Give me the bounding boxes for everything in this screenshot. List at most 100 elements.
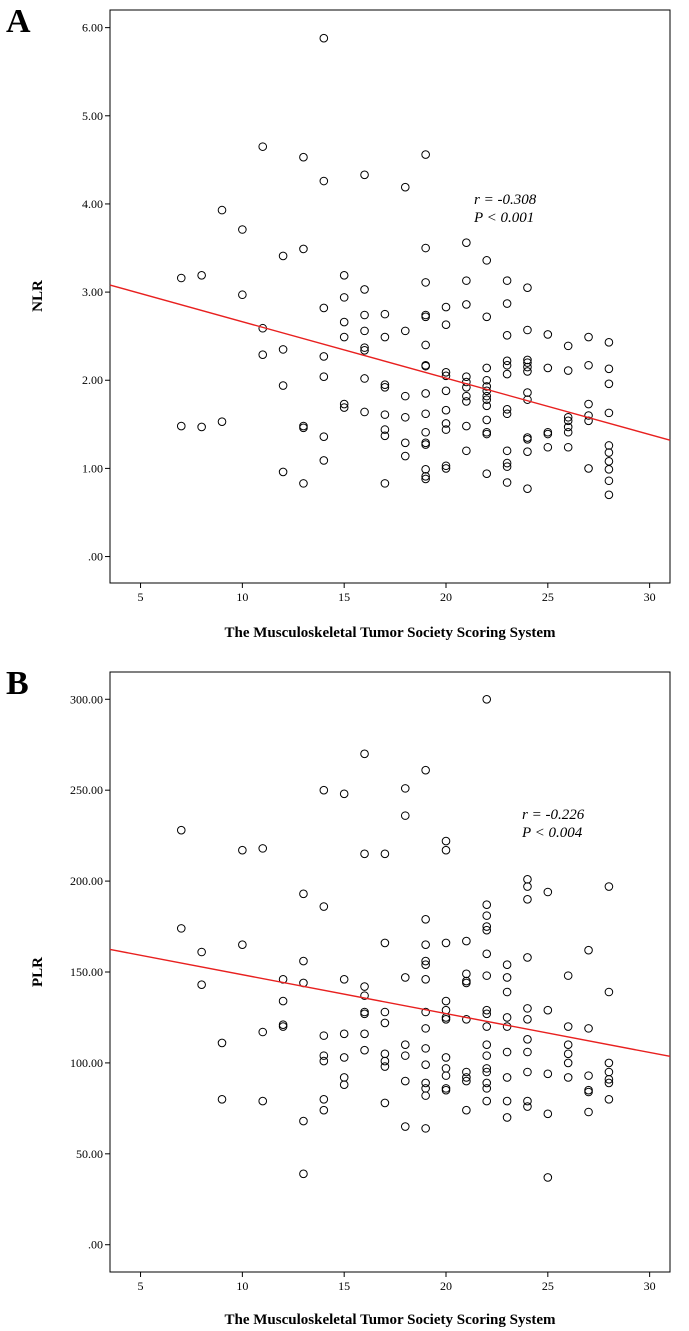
panel-a-data-point	[299, 421, 308, 431]
panel-a-data-point	[360, 326, 369, 336]
panel-a-data-point	[339, 399, 349, 409]
panel-b-data-point	[563, 1073, 573, 1082]
panel-a-data-point	[421, 472, 430, 481]
panel-a-data-point	[462, 391, 471, 401]
panel-a-data-point	[523, 367, 532, 376]
panel-b-data-point	[319, 1094, 329, 1104]
panel-a-data-point	[421, 389, 430, 398]
panel-a-data-point	[319, 352, 329, 361]
panel-a-data-point	[319, 303, 329, 313]
panel-a-data-point	[523, 433, 532, 442]
panel-b-data-point	[543, 1069, 553, 1079]
panel-a-data-point	[360, 345, 369, 355]
panel-a-data-point	[523, 484, 532, 493]
panel-b-data-point	[441, 845, 451, 855]
panel-b-data-point	[523, 1067, 532, 1077]
panel-b-r-annotation: r = -0.226	[522, 807, 585, 823]
panel-b-data-point	[563, 971, 573, 980]
panel-a-data-point	[380, 431, 390, 441]
panel-b-data-point	[380, 1007, 390, 1017]
panel-b-data-point	[421, 1091, 430, 1100]
panel-b-data-point	[563, 1049, 573, 1059]
panel-a-data-point	[482, 375, 492, 385]
panel-b-data-point	[319, 1105, 329, 1115]
panel-a-data-point	[400, 326, 410, 336]
panel-a-data-point	[604, 338, 614, 347]
panel-a-data-point	[400, 182, 410, 192]
panel-a-ticks: 5 10 15 20 25 30 .00 1.00 2.00 3.00 4.00 5.00 6.00	[82, 21, 656, 604]
panel-a-data-point	[421, 340, 430, 350]
panel-b-x-tick-label: 10	[236, 1279, 248, 1293]
panel-b-data-point	[421, 1124, 430, 1133]
panel-b-data-point	[502, 1047, 512, 1057]
panel-b-data-point	[319, 785, 329, 795]
panel-a-data-point	[421, 440, 430, 449]
panel-a-data-point	[258, 142, 268, 151]
panel-a-data-point	[543, 442, 553, 452]
panel-b-y-tick-label: 50.00	[76, 1147, 103, 1161]
panel-a-data-point	[441, 386, 451, 396]
panel-b-data-point	[380, 1062, 390, 1071]
panel-a-data-point	[563, 341, 573, 351]
panel-b-data-point	[482, 922, 492, 931]
panel-b-data-point	[523, 894, 532, 904]
panel-a-data-point	[604, 364, 614, 374]
panel-b-data-point	[400, 973, 410, 982]
panel-a-data-point	[604, 457, 614, 466]
panel-a-data-point	[584, 399, 593, 409]
panel-b-data-point	[441, 938, 451, 948]
panel-a-data-point	[441, 320, 451, 330]
panel-a-data-point	[319, 456, 329, 465]
panel-a-data-point	[482, 429, 492, 439]
panel-a-data-point	[523, 325, 532, 335]
panel-b-data-point	[238, 940, 247, 950]
panel-a-data-point	[543, 330, 553, 339]
panel-b-data-point	[441, 1084, 451, 1093]
panel-b-data-point	[319, 902, 329, 911]
panel-a-data-point	[380, 425, 390, 434]
panel-a-data-point	[543, 427, 553, 437]
panel-b-data-point	[319, 1031, 329, 1040]
panel-b-data-point	[482, 1067, 492, 1077]
panel-b-data-point	[523, 953, 532, 962]
panel-a-fit	[109, 284, 671, 441]
panel-a-data-point	[319, 372, 329, 382]
panel-a-data-point	[421, 361, 430, 371]
panel-b-data-point	[339, 1080, 349, 1090]
panel-a-data-point	[441, 405, 451, 415]
panel-a-data-point	[584, 411, 593, 420]
panel-a-fit-line	[109, 284, 671, 441]
panel-b-data-point	[380, 1056, 390, 1066]
panel-a-data-point	[502, 360, 512, 370]
panel-b-y-tick-label: .00	[88, 1238, 103, 1252]
panel-a-x-axis-title: The Musculoskeletal Tumor Society Scorin…	[225, 625, 556, 641]
panel-a-x-tick-label: 5	[138, 590, 144, 604]
panel-b-data-point	[421, 1044, 430, 1053]
panel-a-data-point	[563, 442, 573, 452]
panel-b-data-point	[421, 1024, 430, 1033]
panel-a-data-point	[482, 363, 492, 373]
panel-b-data-point	[462, 969, 471, 979]
panel-b-x-tick-label: 20	[440, 1279, 452, 1293]
panel-b-data-point	[360, 849, 369, 859]
panel-b-data-point	[441, 1014, 451, 1024]
panel-b-data-point	[278, 996, 288, 1006]
panel-b-data-point	[482, 1040, 492, 1050]
panel-a-points	[176, 33, 614, 500]
panel-a-data-point	[502, 276, 512, 285]
panel-a-data-point	[380, 380, 390, 389]
panel-b-data-point	[421, 914, 430, 924]
panel-b-data-point	[523, 874, 532, 884]
panel-a-data-point	[563, 427, 573, 437]
panel-a-data-point	[339, 293, 349, 302]
panel-a-data-point	[380, 332, 390, 342]
panel-a-data-point	[462, 397, 471, 406]
panel-b-data-point	[482, 1051, 492, 1060]
panel-b-points	[176, 694, 614, 1182]
panel-a-data-point	[299, 244, 308, 254]
panel-a-y-tick-label: 5.00	[82, 109, 103, 123]
panel-b-data-point	[523, 1102, 532, 1111]
panel-b-data-point	[278, 1020, 288, 1030]
panel-a-data-point	[380, 382, 390, 392]
panel-b-data-point	[502, 960, 512, 970]
